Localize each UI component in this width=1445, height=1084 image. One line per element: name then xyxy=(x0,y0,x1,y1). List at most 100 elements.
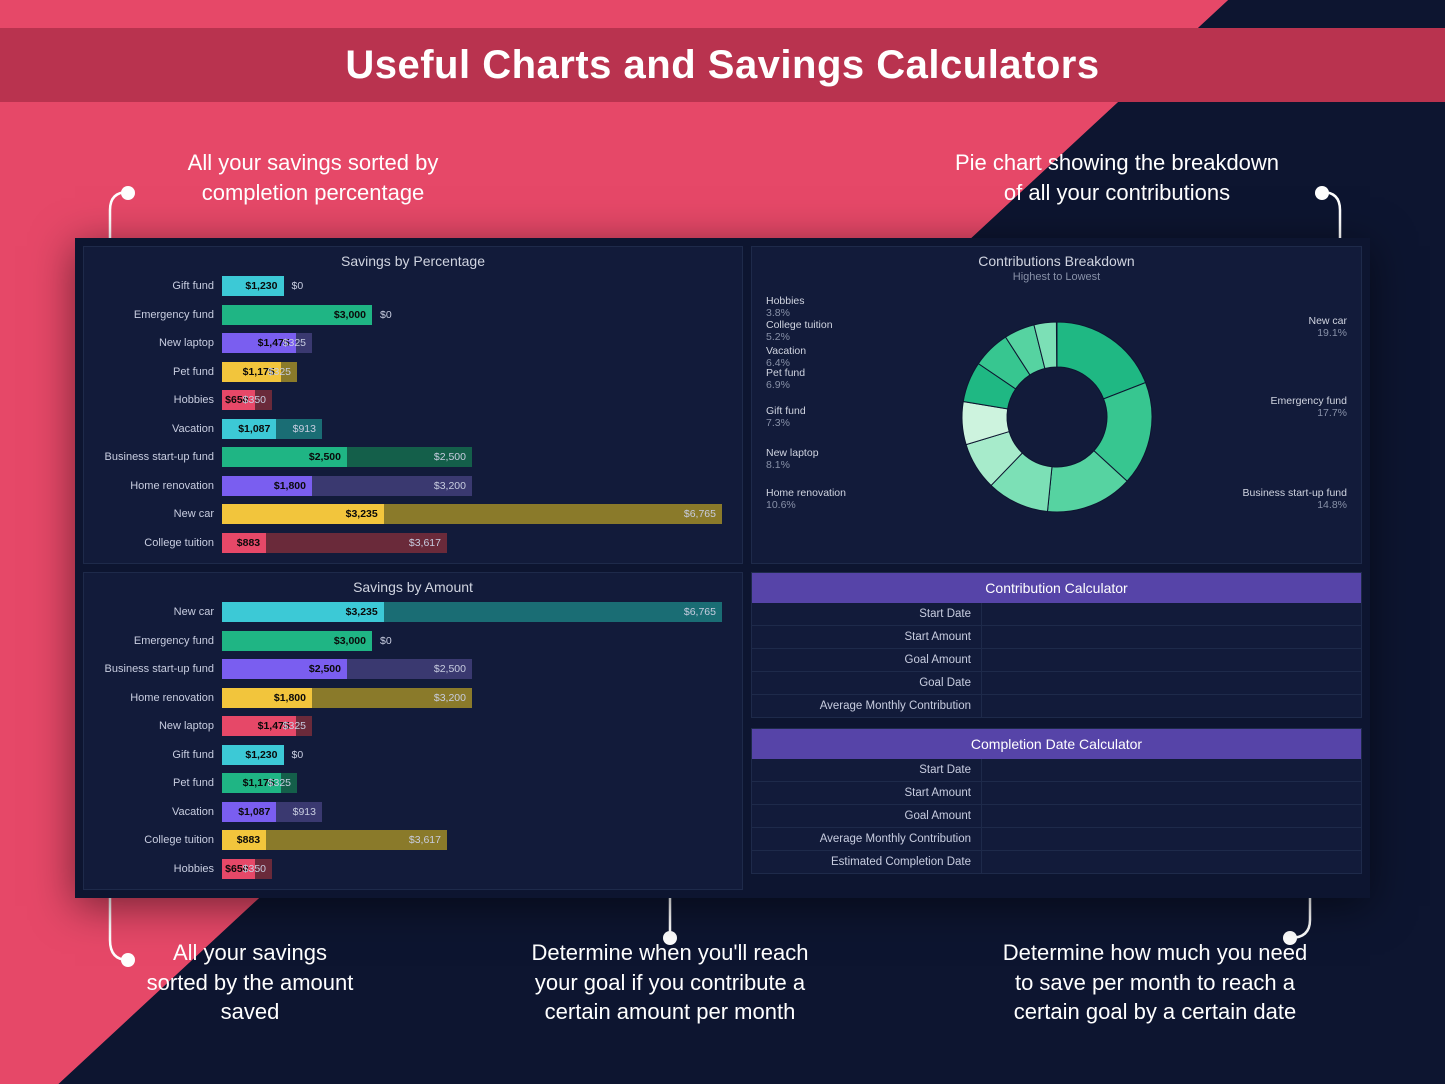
calc-row: Goal Amount xyxy=(752,804,1361,827)
pie-label: New car19.1% xyxy=(1308,315,1347,339)
bar-remaining-label: $0 xyxy=(380,309,392,321)
contribution-calculator: Contribution Calculator Start DateStart … xyxy=(751,572,1362,718)
bar-track: $3,000 $0 xyxy=(222,631,732,651)
bar-row: Vacation$1,087$913 xyxy=(94,416,732,442)
calc-row: Goal Amount xyxy=(752,648,1361,671)
bar-remaining: $3,200 xyxy=(312,476,472,496)
bar-track: $883$3,617 xyxy=(222,830,732,850)
calc-field-label: Goal Date xyxy=(752,672,982,694)
bar-remaining: $3,617 xyxy=(266,830,447,850)
calculator-title: Completion Date Calculator xyxy=(752,729,1361,759)
connector-dot xyxy=(1315,186,1329,200)
calc-field-label: Average Monthly Contribution xyxy=(752,695,982,717)
connector-dot xyxy=(121,186,135,200)
bars-amount: New car$3,235$6,765Emergency fund$3,000$… xyxy=(84,597,742,890)
bar-saved: $2,500 xyxy=(222,659,347,679)
bar-saved: $883 xyxy=(222,533,266,553)
calc-field-label: Start Amount xyxy=(752,626,982,648)
calc-field-input[interactable] xyxy=(982,649,1361,671)
calc-field-input[interactable] xyxy=(982,759,1361,781)
chart-title: Savings by Amount xyxy=(84,573,742,597)
bar-track: $650$350 xyxy=(222,859,732,879)
bar-label: Business start-up fund xyxy=(94,451,222,463)
pie-label: New laptop8.1% xyxy=(766,447,819,471)
bar-saved: $3,235 xyxy=(222,602,384,622)
bar-track: $650$350 xyxy=(222,390,732,410)
bar-track: $1,175$325 xyxy=(222,773,732,793)
calc-field-input[interactable] xyxy=(982,805,1361,827)
bar-label: Hobbies xyxy=(94,863,222,875)
bar-row: Emergency fund$3,000$0 xyxy=(94,302,732,328)
calc-field-input[interactable] xyxy=(982,828,1361,850)
title-bar: Useful Charts and Savings Calculators xyxy=(0,28,1445,102)
connector-dot xyxy=(121,953,135,967)
callout-bottom-left: All your savingssorted by the amountsave… xyxy=(110,938,390,1027)
bar-row: College tuition$883$3,617 xyxy=(94,827,732,853)
bar-label: Pet fund xyxy=(94,366,222,378)
pie-label: Vacation6.4% xyxy=(766,345,806,369)
bar-row: New car$3,235$6,765 xyxy=(94,599,732,625)
bar-remaining: $350 xyxy=(255,390,273,410)
bar-saved: $1,230 xyxy=(222,745,284,765)
bar-row: Gift fund$1,230 $0 xyxy=(94,273,732,299)
bar-remaining: $3,617 xyxy=(266,533,447,553)
panel-savings-percentage: Savings by Percentage Gift fund$1,230$0E… xyxy=(83,246,743,564)
bar-row: Pet fund$1,175$325 xyxy=(94,359,732,385)
bar-label: Gift fund xyxy=(94,280,222,292)
bar-saved: $883 xyxy=(222,830,266,850)
bar-remaining: $3,200 xyxy=(312,688,472,708)
bar-row: Home renovation$1,800$3,200 xyxy=(94,685,732,711)
bar-saved: $1,800 xyxy=(222,476,312,496)
bar-track: $2,500$2,500 xyxy=(222,659,732,679)
bar-label: Vacation xyxy=(94,806,222,818)
calc-field-input[interactable] xyxy=(982,782,1361,804)
calc-field-input[interactable] xyxy=(982,851,1361,873)
bar-row: College tuition$883$3,617 xyxy=(94,530,732,556)
pie-label: Emergency fund17.7% xyxy=(1271,395,1347,419)
bar-track: $1,175$325 xyxy=(222,362,732,382)
callout-top-right: Pie chart showing the breakdownof all yo… xyxy=(917,148,1317,207)
bar-row: Hobbies$650$350 xyxy=(94,387,732,413)
bar-row: Hobbies$650$350 xyxy=(94,856,732,882)
pie-label: Business start-up fund14.8% xyxy=(1243,487,1347,511)
bar-track: $3,000$0 xyxy=(222,305,732,325)
bar-label: New car xyxy=(94,606,222,618)
pie-label: College tuition5.2% xyxy=(766,319,833,343)
calc-field-label: Goal Amount xyxy=(752,805,982,827)
bar-label: New laptop xyxy=(94,337,222,349)
pie-label: Pet fund6.9% xyxy=(766,367,805,391)
bar-track: $1,087$913 xyxy=(222,802,732,822)
bar-saved: $3,000 xyxy=(222,631,372,651)
bar-remaining-label: $0 xyxy=(380,635,392,647)
calc-row: Start Date xyxy=(752,603,1361,625)
donut-svg xyxy=(937,297,1177,537)
bar-label: Home renovation xyxy=(94,480,222,492)
bar-track: $1,475$325 xyxy=(222,716,732,736)
bar-row: Gift fund$1,230$0 xyxy=(94,742,732,768)
dashboard: Savings by Percentage Gift fund$1,230$0E… xyxy=(75,238,1370,898)
bar-saved: $1,230 xyxy=(222,276,284,296)
bar-row: Business start-up fund$2,500$2,500 xyxy=(94,656,732,682)
bar-remaining: $2,500 xyxy=(347,659,472,679)
bar-track: $1,800$3,200 xyxy=(222,476,732,496)
calc-field-label: Estimated Completion Date xyxy=(752,851,982,873)
bar-remaining: $2,500 xyxy=(347,447,472,467)
calc-field-input[interactable] xyxy=(982,672,1361,694)
calc-field-input[interactable] xyxy=(982,626,1361,648)
donut-chart: Hobbies3.8%College tuition5.2%Vacation6.… xyxy=(752,287,1361,547)
chart-title: Contributions Breakdown xyxy=(752,247,1361,271)
callout-bottom-right: Determine how much you needto save per m… xyxy=(965,938,1345,1027)
bar-remaining: $325 xyxy=(281,362,297,382)
bar-remaining-label: $0 xyxy=(292,280,304,292)
calc-field-label: Start Date xyxy=(752,603,982,625)
callout-bottom-mid: Determine when you'll reachyour goal if … xyxy=(490,938,850,1027)
bar-label: Emergency fund xyxy=(94,309,222,321)
calc-field-input[interactable] xyxy=(982,695,1361,717)
bar-label: Gift fund xyxy=(94,749,222,761)
calc-field-input[interactable] xyxy=(982,603,1361,625)
connector-dot xyxy=(1283,931,1297,945)
bar-track: $3,235$6,765 xyxy=(222,504,732,524)
bar-label: New car xyxy=(94,508,222,520)
bar-saved: $1,800 xyxy=(222,688,312,708)
bar-saved: $3,235 xyxy=(222,504,384,524)
